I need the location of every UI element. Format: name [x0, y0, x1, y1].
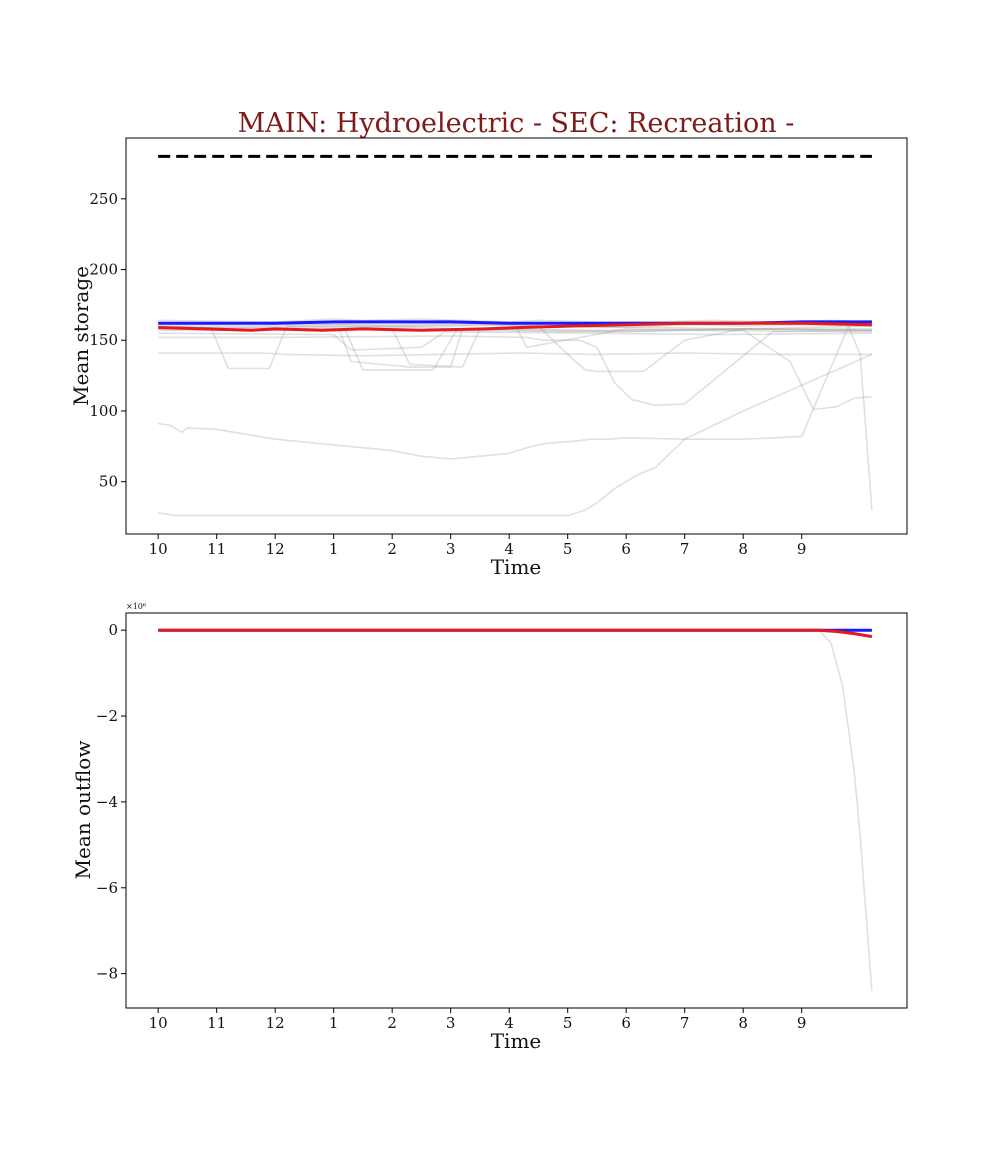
storage-x-tick-label: 3 — [446, 540, 456, 558]
storage-ensemble-series-6 — [158, 325, 872, 370]
storage-x-tick-label: 11 — [207, 540, 226, 558]
storage-x-tick-label: 5 — [563, 540, 573, 558]
outflow-exponent-label: ×10⁶ — [126, 602, 146, 611]
storage-ensemble-series-15 — [158, 322, 872, 373]
storage-plot-area — [126, 138, 907, 534]
storage-ensemble-series-7 — [158, 328, 872, 368]
storage-red-line-series-2 — [158, 321, 872, 332]
outflow-y-tick-label: −6 — [96, 879, 118, 897]
outflow-x-tick-label: 1 — [329, 1014, 339, 1032]
storage-y-tick-label: 150 — [89, 331, 118, 349]
outflow-ensemble-series-0 — [158, 629, 873, 991]
outflow-y-tick-label: −2 — [96, 707, 118, 725]
outflow-y-tick-label: −4 — [96, 793, 118, 811]
chart-title: MAIN: Hydroelectric - SEC: Recreation - — [238, 108, 795, 139]
outflow-x-tick-label: 3 — [446, 1014, 456, 1032]
storage-ensemble-series-11 — [158, 323, 872, 411]
outflow-y-axis-label: Mean outflow — [71, 741, 95, 880]
outflow-x-tick-label: 12 — [266, 1014, 285, 1032]
outflow-x-tick-label: 2 — [387, 1014, 397, 1032]
outflow-x-tick-label: 4 — [504, 1014, 514, 1032]
storage-x-tick-label: 10 — [149, 540, 168, 558]
outflow-x-tick-label: 5 — [563, 1014, 573, 1032]
outflow-x-tick-label: 6 — [621, 1014, 631, 1032]
storage-x-tick-label: 8 — [738, 540, 748, 558]
outflow-x-tick-label: 7 — [680, 1014, 690, 1032]
outflow-y-tick-label: 0 — [108, 621, 118, 639]
storage-x-axis-label: Time — [491, 555, 542, 579]
outflow-x-axis-label: Time — [491, 1029, 542, 1053]
storage-ensemble-series-5 — [158, 352, 872, 357]
outflow-red-line-series-1 — [158, 628, 873, 639]
storage-ensemble-series-9 — [158, 330, 872, 351]
storage-y-tick-label: 100 — [89, 402, 118, 420]
storage-x-tick-label: 9 — [797, 540, 807, 558]
storage-x-tick-label: 1 — [329, 540, 339, 558]
storage-x-tick-label: 7 — [680, 540, 690, 558]
storage-x-tick-label: 2 — [387, 540, 397, 558]
storage-x-tick-label: 4 — [504, 540, 514, 558]
storage-ensemble-series-8 — [158, 329, 872, 371]
outflow-x-tick-label: 10 — [149, 1014, 168, 1032]
outflow-panel: 10 11 12 1 2 3 4 5 6 7 8 90−2−4−6−8 ×10⁶ Time Mean … — [71, 602, 908, 1053]
outflow-x-tick-label: 9 — [797, 1014, 807, 1032]
outflow-plot-frame — [125, 612, 908, 1009]
storage-series-group — [158, 154, 873, 517]
outflow-ticks-group: 10 11 12 1 2 3 4 5 6 7 8 90−2−4−6−8 — [96, 621, 807, 1032]
outflow-plot-area — [126, 613, 907, 1008]
storage-ensemble-series-12 — [158, 329, 872, 407]
storage-y-axis-label: Mean storage — [69, 266, 93, 406]
storage-ensemble-series-10 — [158, 326, 872, 368]
storage-ensemble-series-13 — [158, 325, 873, 511]
storage-ensemble-series-14 — [158, 353, 873, 517]
storage-plot-frame — [125, 137, 908, 535]
storage-x-tick-label: 6 — [621, 540, 631, 558]
outflow-y-tick-label: −8 — [96, 965, 118, 983]
storage-y-tick-label: 250 — [89, 190, 118, 208]
storage-y-tick-label: 50 — [99, 473, 118, 491]
outflow-x-tick-label: 8 — [738, 1014, 748, 1032]
storage-x-tick-label: 12 — [266, 540, 285, 558]
outflow-x-tick-label: 11 — [207, 1014, 226, 1032]
storage-y-tick-label: 200 — [89, 261, 118, 279]
outflow-series-group — [158, 628, 873, 991]
